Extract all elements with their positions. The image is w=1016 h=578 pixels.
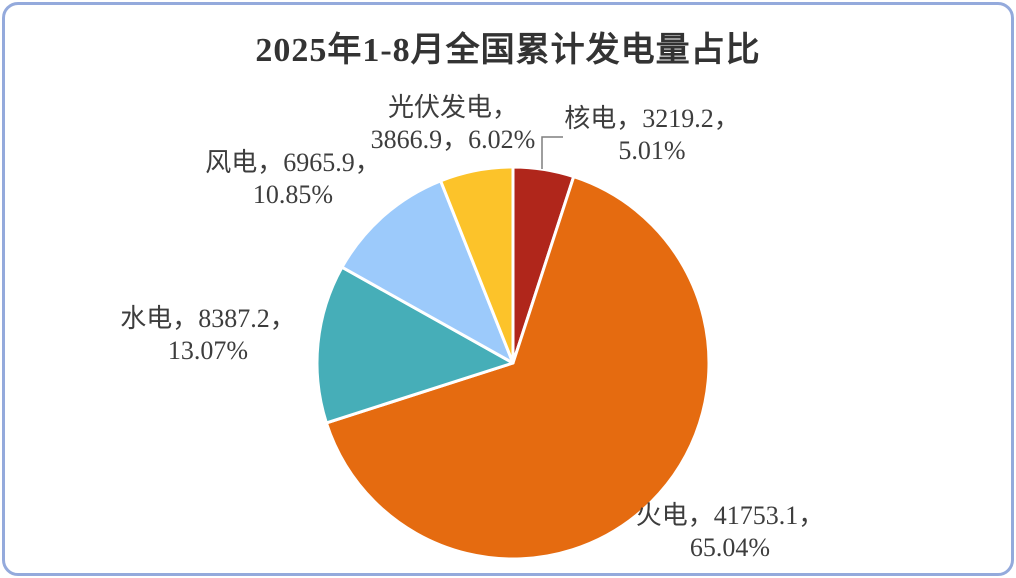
chart-title: 2025年1-8月全国累计发电量占比 [255,32,761,69]
pie-slice-hydro [315,265,515,425]
pie-slice-wind [340,179,515,365]
pie-slice-thermal [324,175,711,561]
leader-line-nuclear [541,136,563,169]
pie-slice-solar [439,165,515,365]
